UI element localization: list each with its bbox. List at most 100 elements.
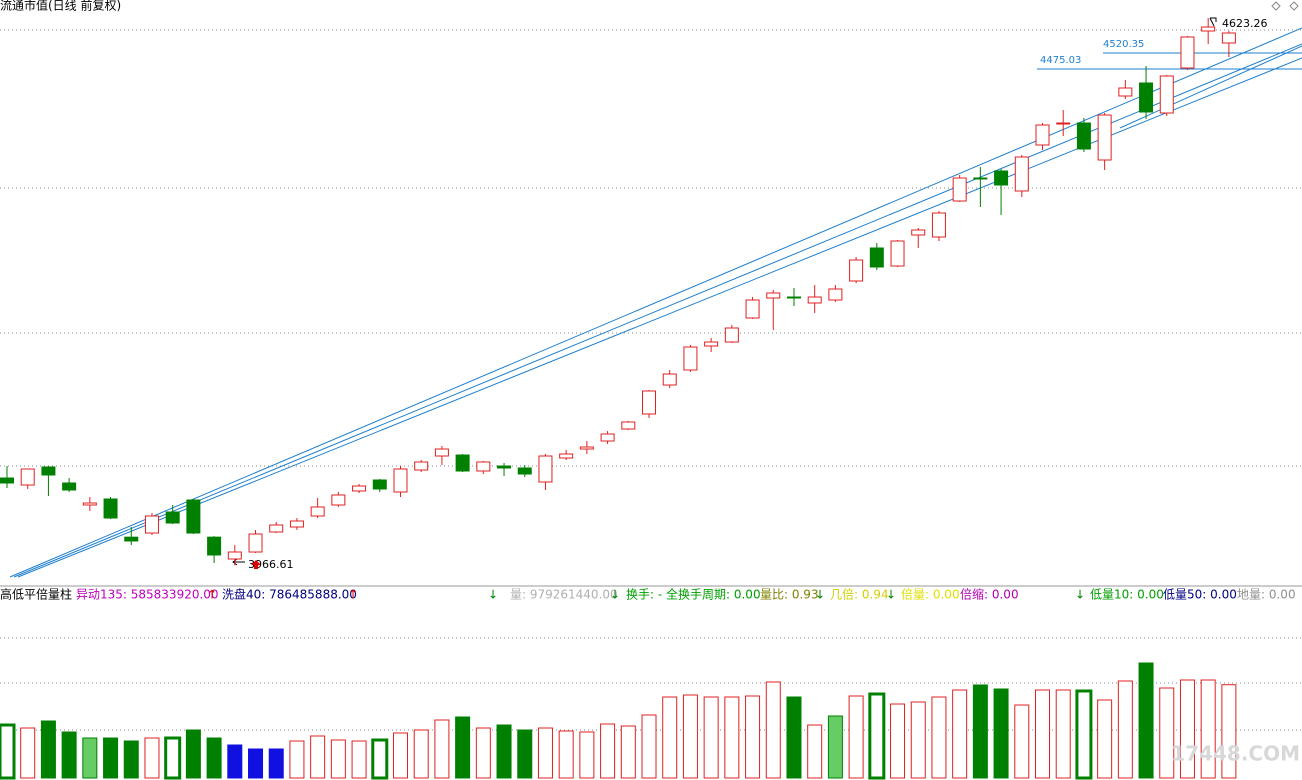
candle-body <box>1201 26 1216 32</box>
volume-bar <box>434 719 450 779</box>
volume-bar <box>890 703 906 779</box>
volume-bar <box>1117 680 1133 779</box>
candle-body <box>579 446 594 450</box>
volume-bar <box>392 732 408 779</box>
candle-body <box>1035 124 1050 146</box>
candle-body <box>62 482 77 491</box>
candle-body <box>165 511 180 524</box>
candle-body <box>352 485 367 492</box>
indicator-text: 倍量: 0.00 <box>901 587 960 602</box>
candle-body <box>310 506 325 517</box>
candle-body <box>890 240 905 267</box>
candle-body <box>269 524 284 533</box>
candle-body <box>186 499 201 534</box>
candle-body <box>1180 36 1195 69</box>
indicator-text: 换手: - 全换手周期: 0.00 <box>626 587 761 602</box>
volume-bar <box>268 748 284 779</box>
indicator-text: 低量10: 0.00 <box>1090 588 1164 602</box>
candle-body <box>41 466 56 476</box>
volume-bar <box>1138 662 1154 779</box>
candle-body <box>393 468 408 493</box>
candle-body <box>248 533 263 553</box>
volume-bar <box>641 714 657 779</box>
candle-body <box>1056 122 1071 125</box>
volume-bar <box>724 696 740 779</box>
volume-bar <box>827 715 843 779</box>
high-flag <box>1209 17 1217 27</box>
candle-body <box>869 247 884 268</box>
candle-body <box>621 421 636 430</box>
candle-body <box>497 465 512 469</box>
volume-bar <box>620 725 636 779</box>
volume-bar <box>993 688 1009 779</box>
candle-body <box>1076 122 1091 150</box>
volume-bar <box>289 740 305 779</box>
candle-body <box>144 515 159 534</box>
volume-bar <box>1221 684 1237 779</box>
indicator-text: 低量50: 0.00 <box>1163 588 1237 602</box>
candle-body <box>766 292 781 299</box>
chart-title: 流通市值(日线 前复权) <box>0 0 121 13</box>
volume-bar <box>579 731 595 779</box>
candle-body <box>434 448 449 457</box>
volume-bar <box>910 701 926 779</box>
candle-body <box>227 551 242 560</box>
volume-bar <box>82 737 98 779</box>
candle-body <box>476 461 491 472</box>
indicator-text: 高低平倍量柱 <box>0 587 72 602</box>
volume-bar <box>537 727 553 779</box>
indicator-text: ↓ <box>815 588 825 602</box>
volume-bar <box>745 695 761 779</box>
volume-bar <box>351 740 367 779</box>
indicator-text: 倍缩: 0.00 <box>960 587 1019 602</box>
window-icons[interactable] <box>1271 1 1299 11</box>
volume-bar <box>455 716 471 779</box>
high-label: 4623.26 <box>1222 17 1268 30</box>
candle-body <box>0 477 14 484</box>
indicator-text: 量比: 0.93 <box>760 588 819 602</box>
candle-body <box>786 296 801 299</box>
candle-body <box>600 433 615 442</box>
volume-bar <box>1035 689 1050 779</box>
candle-body <box>207 536 222 556</box>
signal-arrow <box>251 560 261 569</box>
candle-body <box>828 288 843 301</box>
volume-bar <box>765 681 781 779</box>
volume-bar <box>1055 689 1071 779</box>
candle-body <box>20 468 35 486</box>
trendline <box>9 27 1302 578</box>
candle-body <box>372 479 387 490</box>
price-line-label: 4520.35 <box>1103 39 1144 50</box>
candle-body <box>331 494 346 506</box>
volume-bar <box>310 735 326 779</box>
candle-body <box>973 177 988 180</box>
indicator-text: 异动135: 585833920.00 <box>76 588 219 602</box>
candle-body <box>124 536 139 542</box>
candle-body <box>538 455 553 483</box>
candle-body <box>849 259 864 282</box>
candle-body <box>1139 82 1154 113</box>
volume-bar <box>786 696 802 779</box>
volume-bar <box>1179 679 1195 779</box>
candle-body <box>911 229 926 236</box>
candle-body <box>414 461 429 471</box>
volume-bar <box>1097 699 1113 779</box>
volume-bar <box>972 684 988 779</box>
indicator-text: 洗盘40: 786485888.00 <box>222 587 357 602</box>
candle-body <box>952 177 967 202</box>
indicator-text: 地量: 0.00 <box>1237 588 1296 602</box>
volume-bar <box>703 696 719 779</box>
candle-body <box>1118 87 1133 97</box>
volume-bar <box>475 727 491 779</box>
volume-bar <box>206 737 222 779</box>
candle-body <box>289 520 304 528</box>
candle-body <box>931 212 946 238</box>
candle-body <box>559 453 574 459</box>
candle-body <box>683 346 698 371</box>
volume-bar <box>248 748 264 779</box>
watermark: 17448.COM <box>1171 742 1300 766</box>
volume-bar <box>682 694 698 779</box>
volume-bar <box>1159 687 1175 779</box>
price-line-label: 4475.03 <box>1040 55 1081 66</box>
volume-bar <box>662 696 678 779</box>
